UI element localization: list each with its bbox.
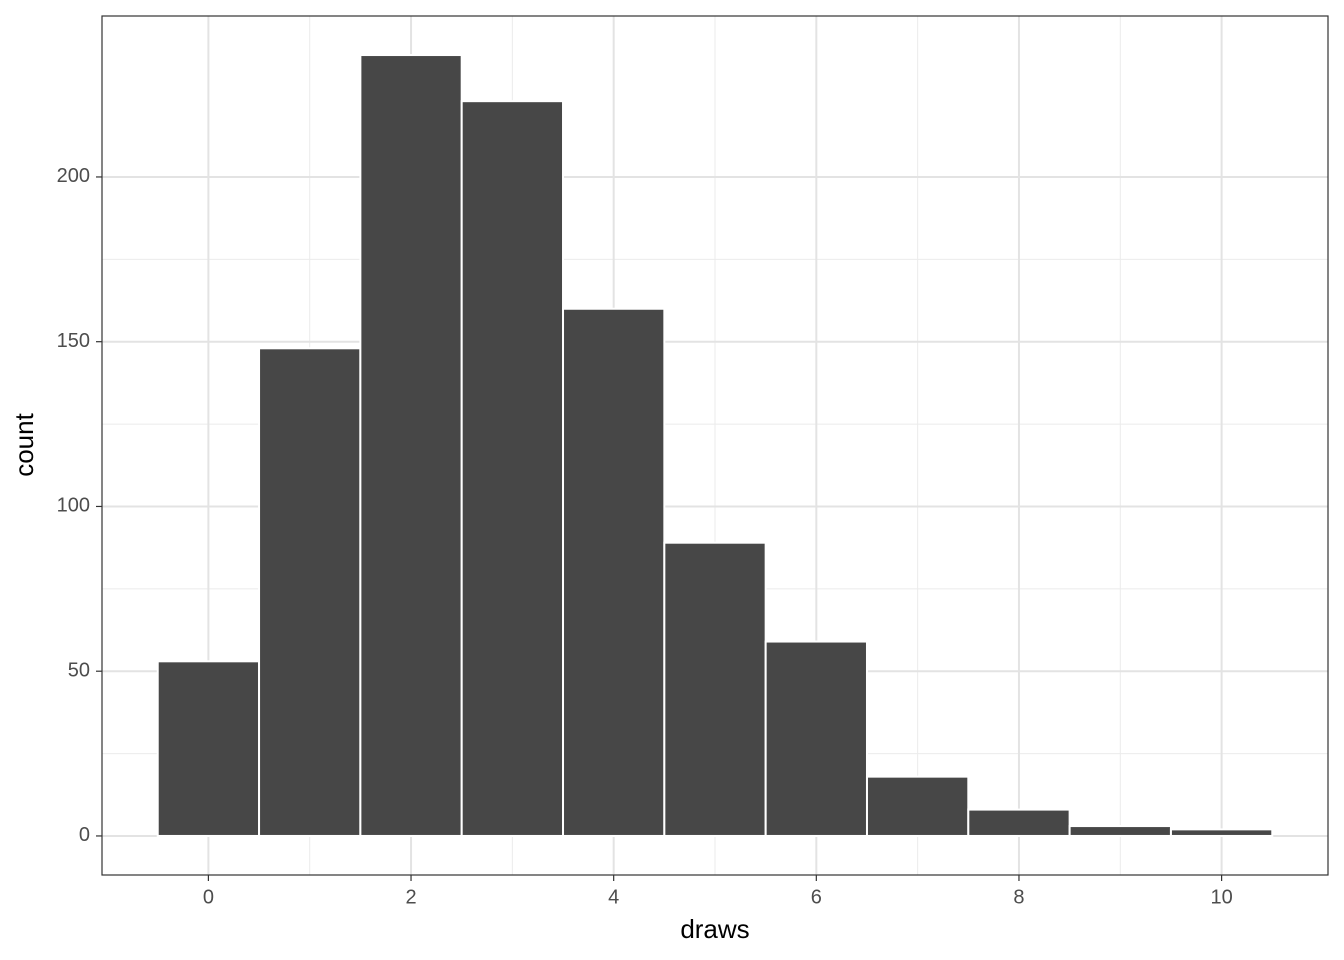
bar	[156, 660, 261, 837]
x-tick-label: 4	[608, 886, 619, 908]
bars	[156, 54, 1274, 837]
bar	[1169, 828, 1274, 837]
y-tick-label: 100	[57, 495, 90, 517]
x-tick-label: 8	[1013, 886, 1024, 908]
panel-border	[101, 15, 1329, 876]
y-tick-label: 200	[57, 165, 90, 187]
x-tick-label: 0	[203, 886, 214, 908]
bar	[1068, 825, 1172, 837]
x-tick-label: 6	[811, 886, 822, 908]
y-tick-label: 150	[57, 330, 90, 352]
x-tick-label: 10	[1210, 886, 1232, 908]
x-axis-title: draws	[680, 914, 749, 944]
bar	[258, 347, 362, 837]
y-axis-title: count	[9, 412, 39, 476]
bar	[865, 775, 970, 837]
bar	[967, 808, 1071, 837]
bar	[460, 100, 565, 837]
y-tick-label: 50	[68, 659, 90, 681]
y-tick-label: 0	[79, 824, 90, 846]
bar	[562, 307, 666, 837]
bar	[663, 541, 767, 837]
bar	[764, 640, 868, 837]
x-tick-label: 2	[405, 886, 416, 908]
bar	[359, 54, 463, 837]
